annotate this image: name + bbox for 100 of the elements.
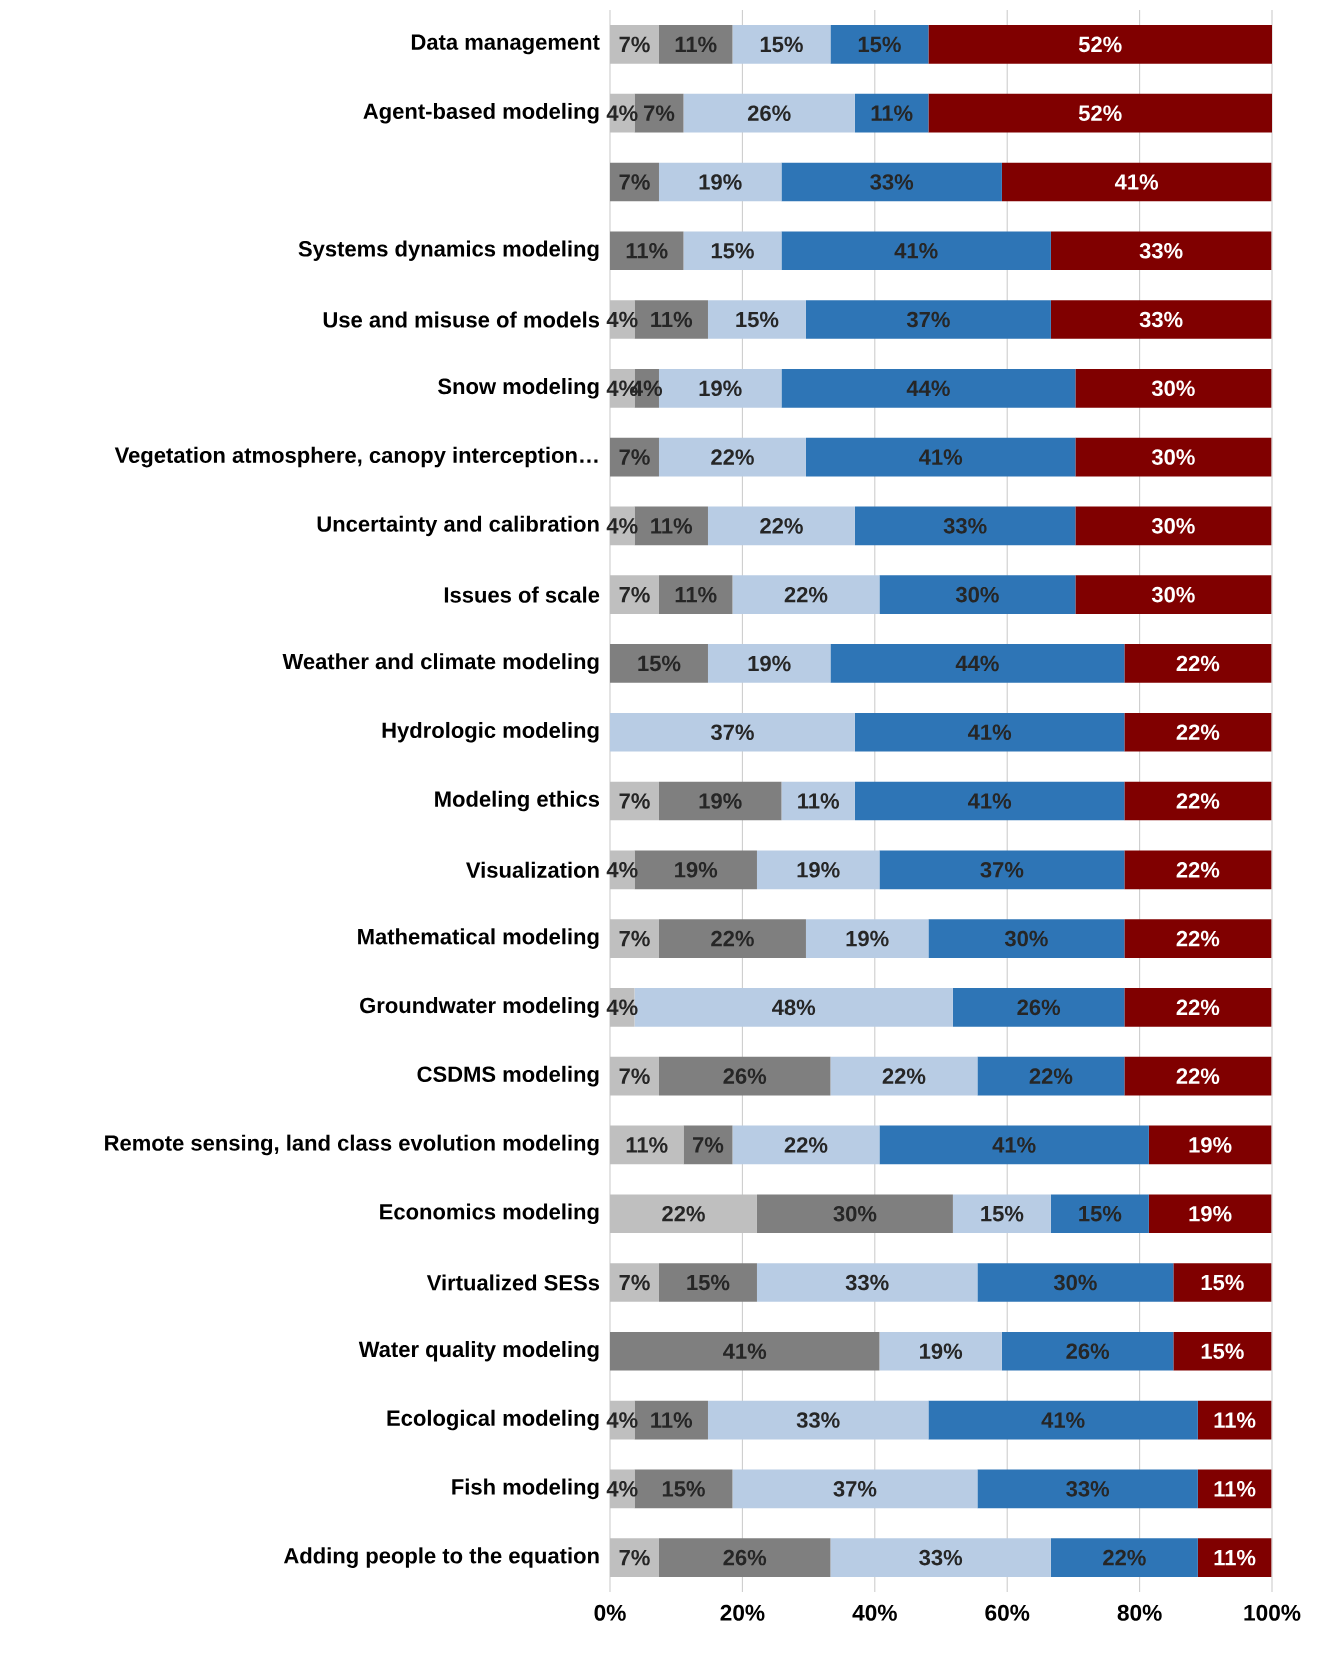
- bar: [1075, 575, 1272, 614]
- data-label: 11%: [651, 311, 693, 328]
- bar: [1148, 1125, 1272, 1165]
- bar: [1124, 850, 1272, 890]
- bar: [1050, 1538, 1198, 1577]
- data-label: 4%: [606, 862, 638, 878]
- y-tick-label: Snow modeling: [438, 378, 599, 399]
- bar: [952, 988, 1125, 1027]
- y-tick-label: Groundwater modeling: [360, 997, 599, 1018]
- bar: [1124, 644, 1272, 683]
- data-label: 11%: [651, 518, 693, 534]
- data-label: 22%: [1176, 999, 1220, 1016]
- bar: [683, 231, 782, 271]
- bar: [854, 781, 1125, 821]
- data-label: 41%: [918, 449, 963, 465]
- data-label: 33%: [845, 1274, 889, 1291]
- data-label: 4%: [606, 311, 638, 328]
- data-label: 22%: [1103, 1549, 1146, 1566]
- data-label: 19%: [920, 1343, 963, 1360]
- data-label: 7%: [619, 449, 650, 465]
- bar: [928, 1400, 1198, 1440]
- data-label: 26%: [1066, 1343, 1110, 1360]
- bar: [830, 1056, 978, 1096]
- data-label: 7%: [619, 793, 650, 809]
- data-label: 15%: [1201, 1274, 1244, 1291]
- data-label: 41%: [723, 1343, 767, 1360]
- bar: [854, 712, 1125, 752]
- bar: [805, 300, 1051, 339]
- y-tick-label: Visualization: [466, 861, 599, 878]
- y-tick-label: Water quality modeling: [358, 1340, 599, 1362]
- bar: [707, 1400, 929, 1440]
- data-label: 7%: [619, 1068, 650, 1084]
- data-label: 41%: [1114, 174, 1159, 190]
- data-label: 7%: [619, 174, 650, 190]
- y-tick-label: Modeling ethics: [435, 790, 600, 812]
- data-label: 22%: [784, 1137, 828, 1153]
- bar: [658, 25, 733, 64]
- bar: [683, 93, 855, 133]
- bar: [928, 919, 1125, 958]
- bar: [830, 644, 1125, 683]
- y-tick-label: Issues of scale: [444, 586, 600, 603]
- data-label: 15%: [981, 1205, 1024, 1222]
- bar: [805, 919, 929, 958]
- data-label: 22%: [1176, 1068, 1220, 1084]
- bar: [928, 93, 1272, 133]
- data-label: 11%: [1214, 1412, 1256, 1428]
- bar: [977, 1056, 1125, 1096]
- data-label: 22%: [711, 930, 754, 947]
- data-label: 41%: [967, 724, 1012, 740]
- bar: [1075, 506, 1272, 546]
- data-label: 22%: [1176, 793, 1220, 809]
- bar: [1173, 1263, 1272, 1302]
- bar: [781, 162, 1002, 202]
- data-label: 33%: [796, 1412, 840, 1428]
- data-label: 11%: [871, 105, 913, 121]
- bar: [610, 1263, 659, 1302]
- bar: [707, 300, 806, 339]
- data-label: 22%: [662, 1205, 705, 1222]
- y-tick-label: Systems dynamics modeling: [298, 240, 599, 262]
- bar: [879, 850, 1125, 890]
- bar: [1050, 1194, 1149, 1234]
- data-label: 26%: [723, 1549, 767, 1566]
- data-label: 15%: [1079, 1205, 1122, 1222]
- x-tick-label: 60%: [985, 1604, 1030, 1621]
- data-label: 37%: [906, 311, 950, 328]
- bar: [1124, 781, 1272, 821]
- data-label: 37%: [710, 724, 754, 741]
- bar: [1075, 368, 1272, 408]
- bar: [707, 506, 855, 546]
- bar: [610, 1331, 880, 1371]
- data-label: 7%: [619, 1274, 650, 1291]
- data-label: 30%: [833, 1205, 877, 1222]
- bar: [707, 644, 831, 683]
- data-label: 15%: [736, 311, 779, 328]
- y-tick-label: Vegetation atmosphere, canopy interception…: [114, 446, 598, 468]
- bar: [658, 575, 733, 614]
- data-label: 11%: [1214, 1549, 1256, 1566]
- bar: [977, 1469, 1198, 1509]
- data-label: 19%: [1189, 1137, 1232, 1153]
- bar: [756, 850, 880, 890]
- bar: [928, 25, 1272, 64]
- data-label: 41%: [992, 1137, 1036, 1153]
- y-tick-label: Remote sensing, land class evolution modeling: [105, 1134, 599, 1156]
- bar: [658, 1263, 757, 1302]
- data-label: 7%: [619, 930, 650, 947]
- y-tick-label: Adding people to the equation: [283, 1547, 599, 1568]
- data-label: 15%: [711, 242, 754, 259]
- bar: [610, 919, 659, 958]
- data-label: 52%: [1078, 105, 1122, 121]
- data-label: 15%: [687, 1274, 730, 1291]
- y-tick-label: Virtualized SESs: [426, 1274, 600, 1291]
- bar: [610, 644, 708, 683]
- bar: [756, 1194, 953, 1234]
- data-label: 30%: [1151, 380, 1195, 397]
- data-label: 37%: [833, 1481, 877, 1497]
- data-label: 30%: [1151, 449, 1195, 465]
- data-label: 33%: [919, 1549, 963, 1566]
- data-label: 22%: [1029, 1068, 1073, 1084]
- data-label: 15%: [662, 1481, 705, 1497]
- data-label: 41%: [894, 243, 938, 259]
